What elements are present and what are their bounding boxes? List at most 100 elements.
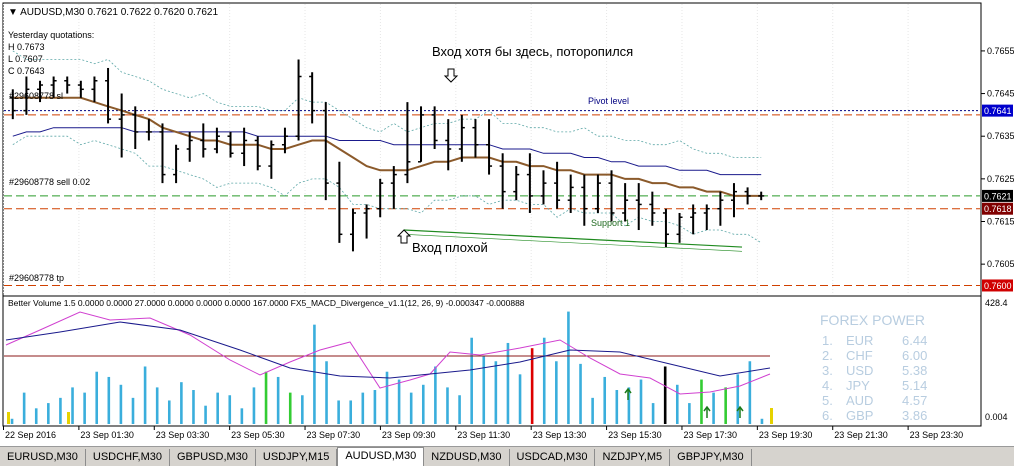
symbol-tab[interactable]: NZDUSD,M30 — [424, 449, 510, 466]
volume-bar — [724, 387, 727, 424]
volume-bar — [615, 390, 619, 424]
ohlc-bar — [241, 127, 248, 167]
divergence-arrow-icon — [624, 387, 632, 400]
volume-bar — [10, 418, 14, 424]
volume-bar — [361, 392, 365, 424]
envelope-lower — [12, 135, 762, 244]
annotation-entry-bottom: Вход плохой — [412, 240, 488, 255]
ohlc-bar — [567, 174, 574, 213]
symbol-tab[interactable]: USDCAD,M30 — [510, 449, 596, 466]
volume-bar — [264, 371, 268, 424]
volume-bar — [83, 392, 86, 424]
ohlc-bar — [91, 76, 98, 103]
ohlc-bar — [513, 166, 520, 201]
ohlc-bar — [118, 93, 125, 158]
volume-bar — [700, 379, 703, 424]
price-tick-label: 0.7655 — [987, 46, 1014, 56]
volume-bar — [349, 400, 353, 424]
ohlc-bar — [213, 127, 220, 154]
volume-bar — [434, 366, 437, 424]
volume-bar — [470, 337, 473, 424]
forex-power-row: 4. JPY 5.14 — [822, 378, 927, 393]
forex-power-rank: 3. — [822, 363, 833, 378]
price-tag-label: 0.7600 — [984, 281, 1012, 291]
ohlc-bar — [758, 191, 765, 201]
volume-bar — [760, 418, 764, 424]
volume-bar — [240, 408, 244, 424]
ma-blue-line — [12, 127, 762, 176]
yesterday-title: Yesterday quotations: — [8, 30, 94, 40]
volume-bar — [421, 384, 425, 424]
ohlc-bar — [662, 208, 669, 248]
volume-bar — [458, 395, 461, 424]
ohlc-bar — [173, 144, 180, 184]
symbol-tab[interactable]: GBPUSD,M30 — [170, 449, 256, 466]
forex-power-value: 5.38 — [902, 363, 927, 378]
time-tick-label: 23 Sep 19:30 — [759, 430, 813, 440]
volume-bar — [47, 403, 50, 424]
symbol-tab-bar: EURUSD,M30 USDCHF,M30 GBPUSD,M30 USDJPY,M15… — [0, 446, 1014, 466]
symbol-tab[interactable]: GBPJPY,M30 — [670, 449, 752, 466]
volume-bar — [180, 382, 183, 424]
main-chart[interactable]: ▼ AUDUSD,M30 0.7621 0.7622 0.7620 0.7621… — [0, 0, 1014, 446]
ohlc-bar — [254, 136, 261, 171]
forex-power-currency: JPY — [846, 378, 870, 393]
volume-bar — [675, 384, 679, 424]
ohlc-bar — [581, 174, 588, 226]
symbol-tab[interactable]: EURUSD,M30 — [0, 449, 86, 466]
volume-bar — [651, 403, 655, 424]
volume-bar — [736, 374, 740, 424]
forex-power-value: 3.86 — [902, 408, 927, 423]
forex-power-value: 4.57 — [902, 393, 927, 408]
price-tag — [982, 202, 1013, 215]
volume-bar — [712, 392, 715, 424]
volume-bar — [119, 384, 123, 424]
forex-power-value: 6.00 — [902, 348, 927, 363]
time-tick-label: 23 Sep 17:30 — [683, 430, 737, 440]
indicator-title: Better Volume 1.5 0.0000 0.0000 27.0000 … — [8, 298, 525, 308]
ohlc-bar — [336, 161, 343, 243]
volume-bar — [579, 363, 582, 424]
forex-power-rank: 2. — [822, 348, 833, 363]
volume-bar — [567, 311, 570, 424]
time-tick-label: 23 Sep 23:30 — [910, 430, 964, 440]
ohlc-bar — [390, 166, 397, 209]
ohlc-bar — [404, 102, 411, 184]
volume-bar — [506, 342, 510, 424]
indicator-axis-top: 428.4 — [985, 298, 1008, 308]
ohlc-bar — [431, 106, 438, 149]
price-tick-label: 0.7635 — [987, 131, 1014, 141]
time-tick-label: 23 Sep 05:30 — [231, 430, 285, 440]
ma-brown-line — [12, 96, 762, 197]
volume-bar — [446, 387, 449, 424]
time-tick-label: 23 Sep 11:30 — [457, 430, 510, 440]
volume-marker — [7, 412, 10, 424]
volume-marker — [67, 412, 70, 424]
time-tick-label: 23 Sep 21:30 — [834, 430, 888, 440]
volume-bar — [107, 376, 111, 424]
volume-marker — [770, 408, 773, 424]
symbol-tab[interactable]: AUDUSD,M30 — [337, 447, 425, 466]
price-tag-label: 0.7618 — [984, 204, 1012, 214]
pivot-label: Pivot level — [588, 96, 629, 106]
price-tag — [982, 104, 1013, 117]
volume-bar — [22, 392, 26, 424]
symbol-tab[interactable]: USDJPY,M15 — [256, 449, 338, 466]
arrow-up-icon — [396, 229, 412, 244]
forex-power-row: 6. GBP 3.86 — [822, 408, 927, 423]
ohlc-bar — [309, 72, 316, 124]
forex-power-row: 2. CHF 6.00 — [822, 348, 927, 363]
symbol-tab[interactable]: USDCHF,M30 — [86, 449, 170, 466]
ohlc-bar — [458, 114, 465, 162]
indicator-axis-bottom: 0.004 — [985, 412, 1008, 422]
volume-bar — [204, 405, 207, 424]
ohlc-bar — [105, 67, 112, 124]
symbol-tab[interactable]: NZDJPY,M5 — [595, 449, 671, 466]
forex-power-value: 5.14 — [902, 378, 927, 393]
volume-bar — [337, 400, 340, 424]
ohlc-bar — [703, 204, 710, 231]
forex-power-rank: 1. — [822, 333, 833, 348]
ohlc-header: ▼ AUDUSD,M30 0.7621 0.7622 0.7620 0.7621 — [8, 7, 218, 18]
support-trendline — [403, 229, 743, 248]
